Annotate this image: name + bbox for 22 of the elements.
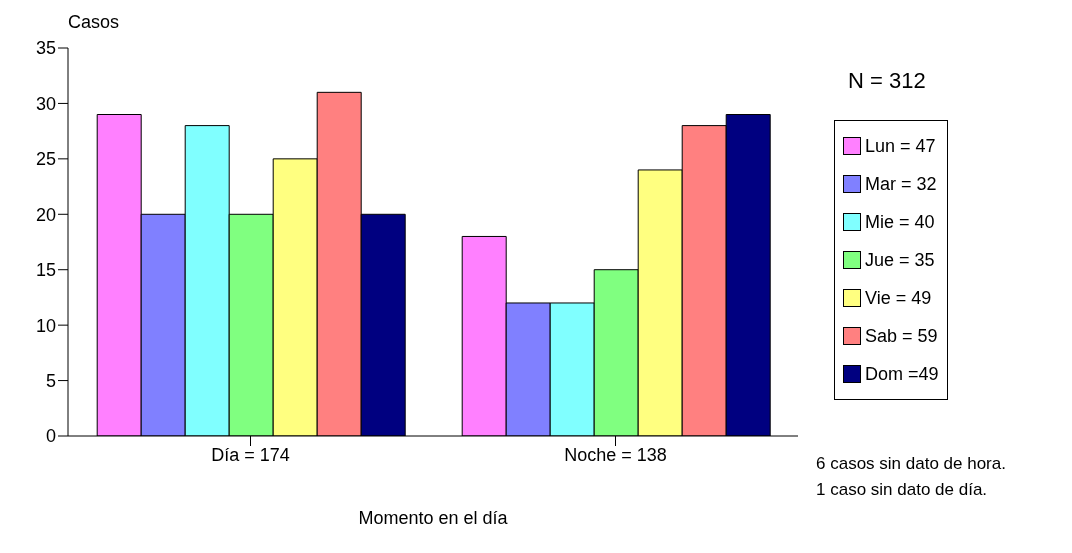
legend-label: Lun = 47 [865, 135, 936, 157]
y-tick-label: 25 [35, 149, 56, 170]
x-tick-label: Día = 174 [211, 444, 290, 465]
text: 1 caso sin dato de día. [816, 480, 988, 500]
legend-label: Sab = 59 [865, 325, 938, 347]
legend-label: Jue = 35 [865, 249, 935, 271]
legend-label: Mar = 32 [865, 173, 937, 195]
legend-label: Mie = 40 [865, 211, 935, 233]
y-tick-label: 35 [35, 38, 56, 59]
text: 6 casos sin dato de hora. [816, 454, 1006, 474]
y-tick-label: 0 [45, 426, 56, 447]
x-axis-title: Momento en el día [357, 508, 509, 529]
legend-label: Vie = 49 [865, 287, 932, 309]
y-tick-label: 20 [35, 204, 56, 225]
y-tick-label: 15 [35, 260, 56, 281]
y-tick-label: 5 [45, 370, 56, 391]
y-tick-label: 10 [35, 315, 56, 336]
x-tick-label: Noche = 138 [564, 444, 667, 465]
text: N = 312 [848, 68, 926, 94]
y-tick-label: 30 [35, 93, 56, 114]
y-axis-title: Casos [68, 12, 120, 33]
legend-label: Dom =49 [865, 363, 939, 385]
